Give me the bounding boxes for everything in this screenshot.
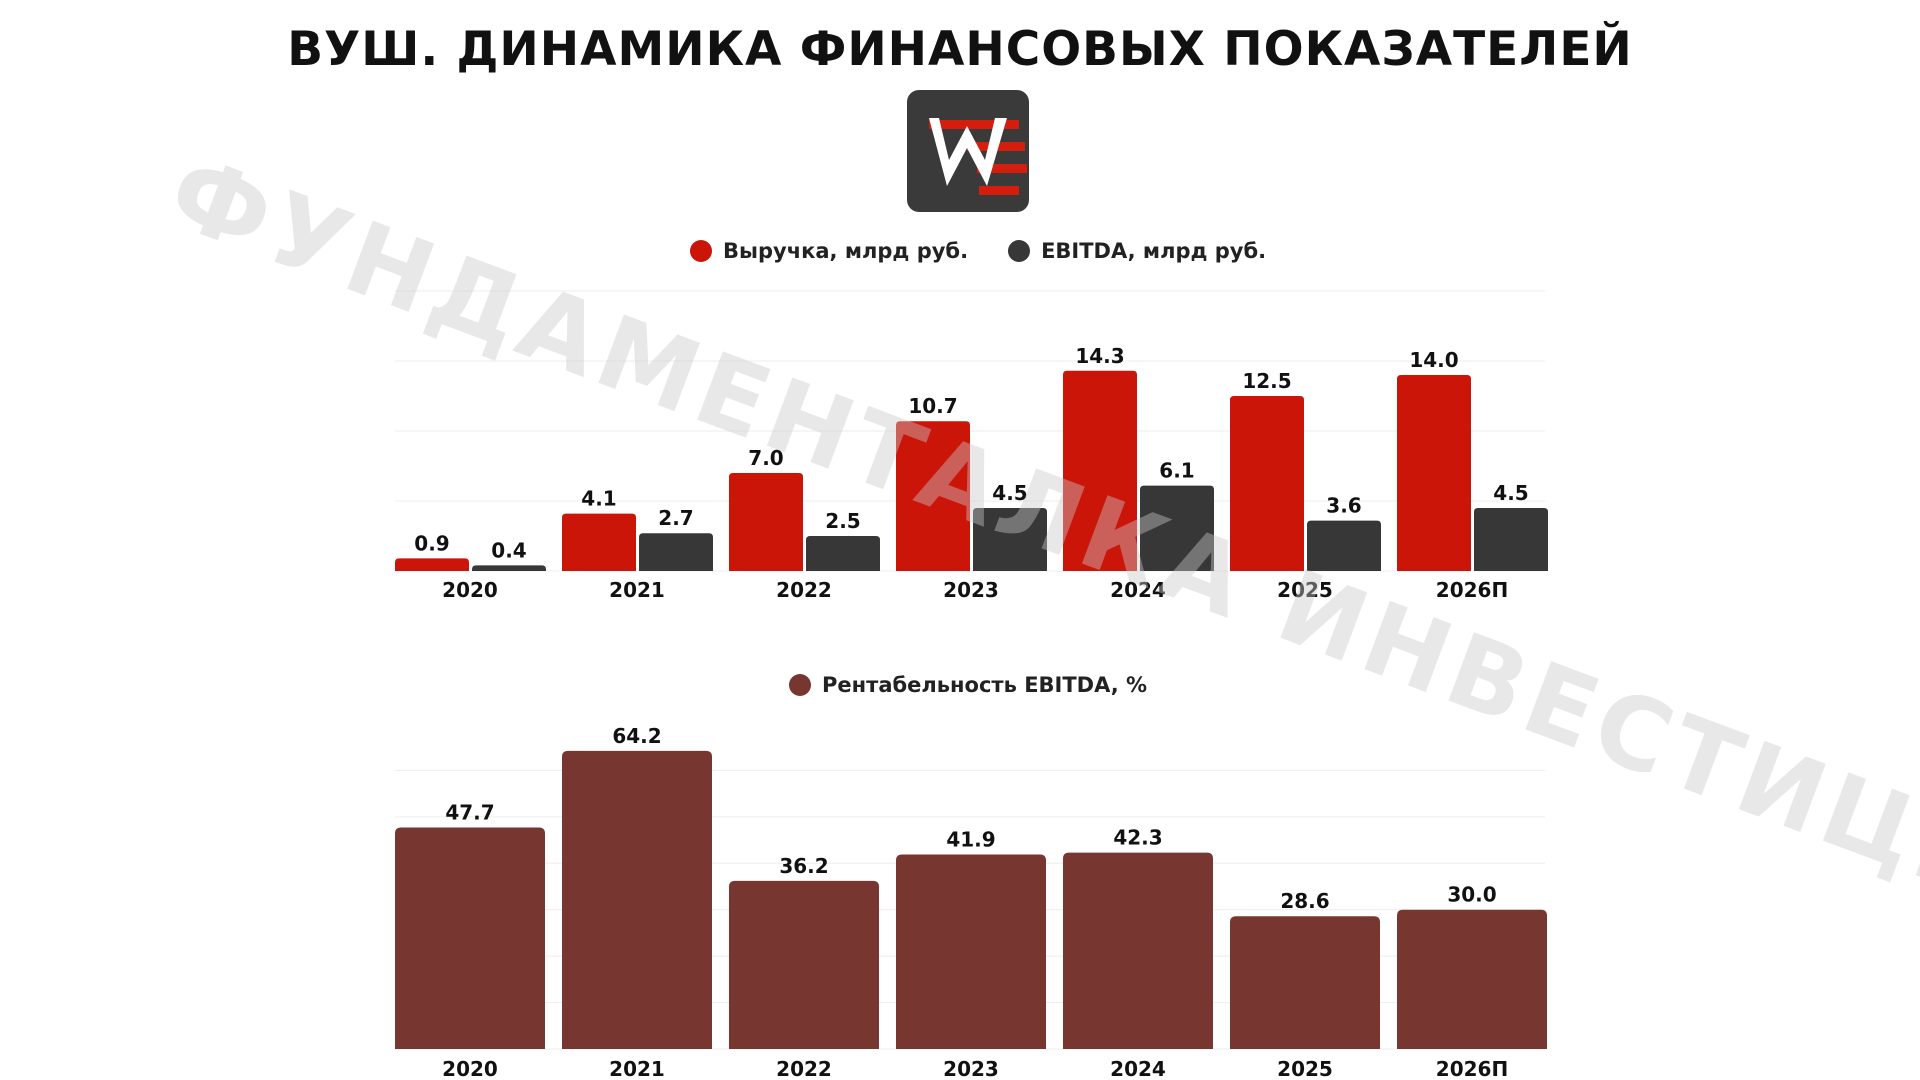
x-tick-label: 2023: [943, 1057, 999, 1080]
revenue-bar: [1397, 375, 1471, 571]
margin-bar: [395, 827, 545, 1049]
revenue-bar: [395, 558, 469, 571]
revenue-bar: [562, 513, 636, 571]
legend-bottom: Рентабельность EBITDA, %: [789, 673, 1177, 697]
ebitda-bar: [1307, 520, 1381, 571]
margin-bar: [1397, 909, 1547, 1049]
legend-top: Выручка, млрд руб. EBITDA, млрд руб.: [690, 239, 1296, 263]
ebitda-data-label: 2.5: [825, 509, 860, 533]
revenue-data-label: 0.9: [414, 531, 449, 555]
margin-data-label: 42.3: [1113, 826, 1162, 850]
x-tick-label: 2022: [776, 1057, 832, 1080]
revenue-data-label: 14.0: [1409, 348, 1458, 372]
revenue-data-label: 10.7: [908, 394, 957, 418]
x-tick-label: 2025: [1277, 578, 1333, 602]
x-tick-label: 2023: [943, 578, 999, 602]
legend-item-ebitda: EBITDA, млрд руб.: [1008, 239, 1266, 263]
x-tick-label: 2020: [442, 1057, 498, 1080]
revenue-bar: [729, 473, 803, 571]
legend-swatch-margin: [789, 674, 811, 696]
ebitda-bar: [973, 508, 1047, 571]
x-tick-label: 2024: [1110, 578, 1166, 602]
x-tick-label: 2020: [442, 578, 498, 602]
legend-label-ebitda: EBITDA, млрд руб.: [1041, 239, 1267, 263]
margin-data-label: 28.6: [1280, 889, 1329, 913]
ebitda-data-label: 4.5: [1493, 481, 1528, 505]
revenue-data-label: 4.1: [581, 487, 616, 511]
x-tick-label: 2025: [1277, 1057, 1333, 1080]
margin-bar: [1063, 852, 1213, 1049]
ebitda-data-label: 4.5: [992, 481, 1027, 505]
legend-item-margin: Рентабельность EBITDA, %: [789, 673, 1147, 697]
revenue-bar: [896, 421, 970, 571]
x-tick-label: 2026П: [1436, 578, 1508, 602]
revenue-bar: [1063, 370, 1137, 571]
revenue-data-label: 12.5: [1242, 369, 1291, 393]
margin-bar: [729, 880, 879, 1049]
margin-data-label: 64.2: [612, 724, 661, 748]
ebitda-data-label: 3.6: [1326, 494, 1361, 518]
legend-label-revenue: Выручка, млрд руб.: [723, 239, 969, 263]
ebitda-bar: [806, 536, 880, 571]
legend-label-margin: Рентабельность EBITDA, %: [822, 673, 1148, 697]
margin-bar: [562, 750, 712, 1049]
ebitda-data-label: 0.4: [491, 538, 526, 562]
logo-w-icon: [929, 118, 1027, 195]
chart-title: ВУШ. ДИНАМИКА ФИНАНСОВЫХ ПОКАЗАТЕЛЕЙ: [287, 22, 1633, 77]
legend-swatch-revenue: [690, 240, 712, 262]
company-logo: [907, 90, 1029, 212]
margin-bar: [896, 854, 1046, 1049]
ebitda-bar: [639, 533, 713, 571]
x-tick-label: 2026П: [1436, 1057, 1508, 1080]
legend-swatch-ebitda: [1008, 240, 1031, 262]
margin-bar: [1230, 916, 1380, 1049]
x-tick-label: 2021: [609, 578, 665, 602]
margin-data-label: 30.0: [1447, 883, 1496, 907]
margin-data-label: 41.9: [946, 827, 995, 851]
revenue-bar: [1230, 396, 1304, 571]
revenue-data-label: 14.3: [1075, 344, 1124, 368]
x-tick-label: 2024: [1110, 1057, 1166, 1080]
ebitda-bar: [472, 565, 546, 571]
revenue-data-label: 7.0: [748, 446, 783, 470]
x-tick-label: 2021: [609, 1057, 665, 1080]
ebitda-bar: [1140, 485, 1214, 571]
ebitda-data-label: 6.1: [1159, 459, 1194, 483]
ebitda-bar: [1474, 508, 1548, 571]
x-tick-label: 2022: [776, 578, 832, 602]
margin-data-label: 47.7: [445, 801, 494, 825]
margin-data-label: 36.2: [779, 854, 828, 878]
legend-item-revenue: Выручка, млрд руб.: [690, 239, 968, 263]
ebitda-data-label: 2.7: [658, 506, 693, 530]
